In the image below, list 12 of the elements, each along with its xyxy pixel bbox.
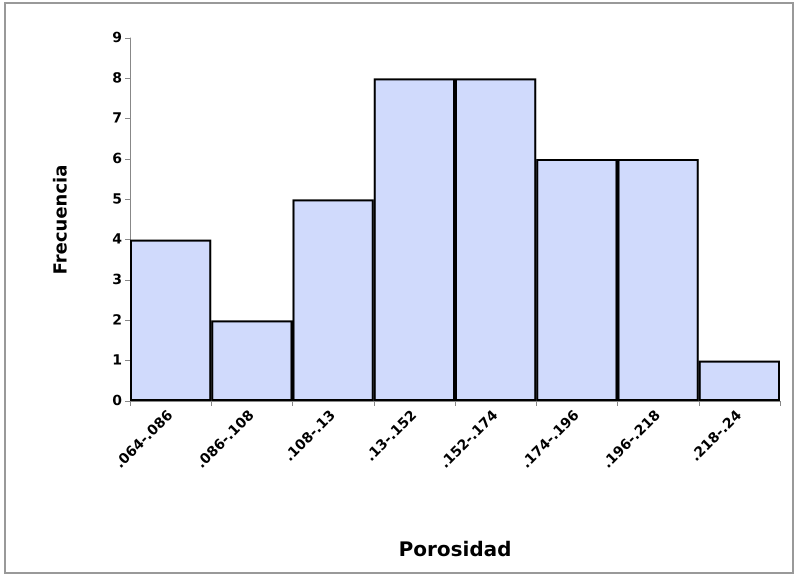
y-tick-label: 3: [112, 272, 122, 288]
y-tick-label: 9: [112, 30, 122, 46]
x-axis-title: Porosidad: [398, 537, 512, 561]
y-axis-title: Frecuencia: [50, 164, 72, 274]
y-tick-label: 2: [112, 312, 122, 328]
y-tick-label: 4: [112, 232, 122, 248]
y-tick-label: 1: [112, 352, 122, 369]
y-tick-label: 8: [112, 70, 122, 86]
y-tick-label: 7: [112, 110, 122, 127]
y-tick-label: 0: [112, 393, 122, 409]
y-tick-label: 6: [112, 151, 122, 167]
y-tick-label: 5: [112, 191, 122, 208]
